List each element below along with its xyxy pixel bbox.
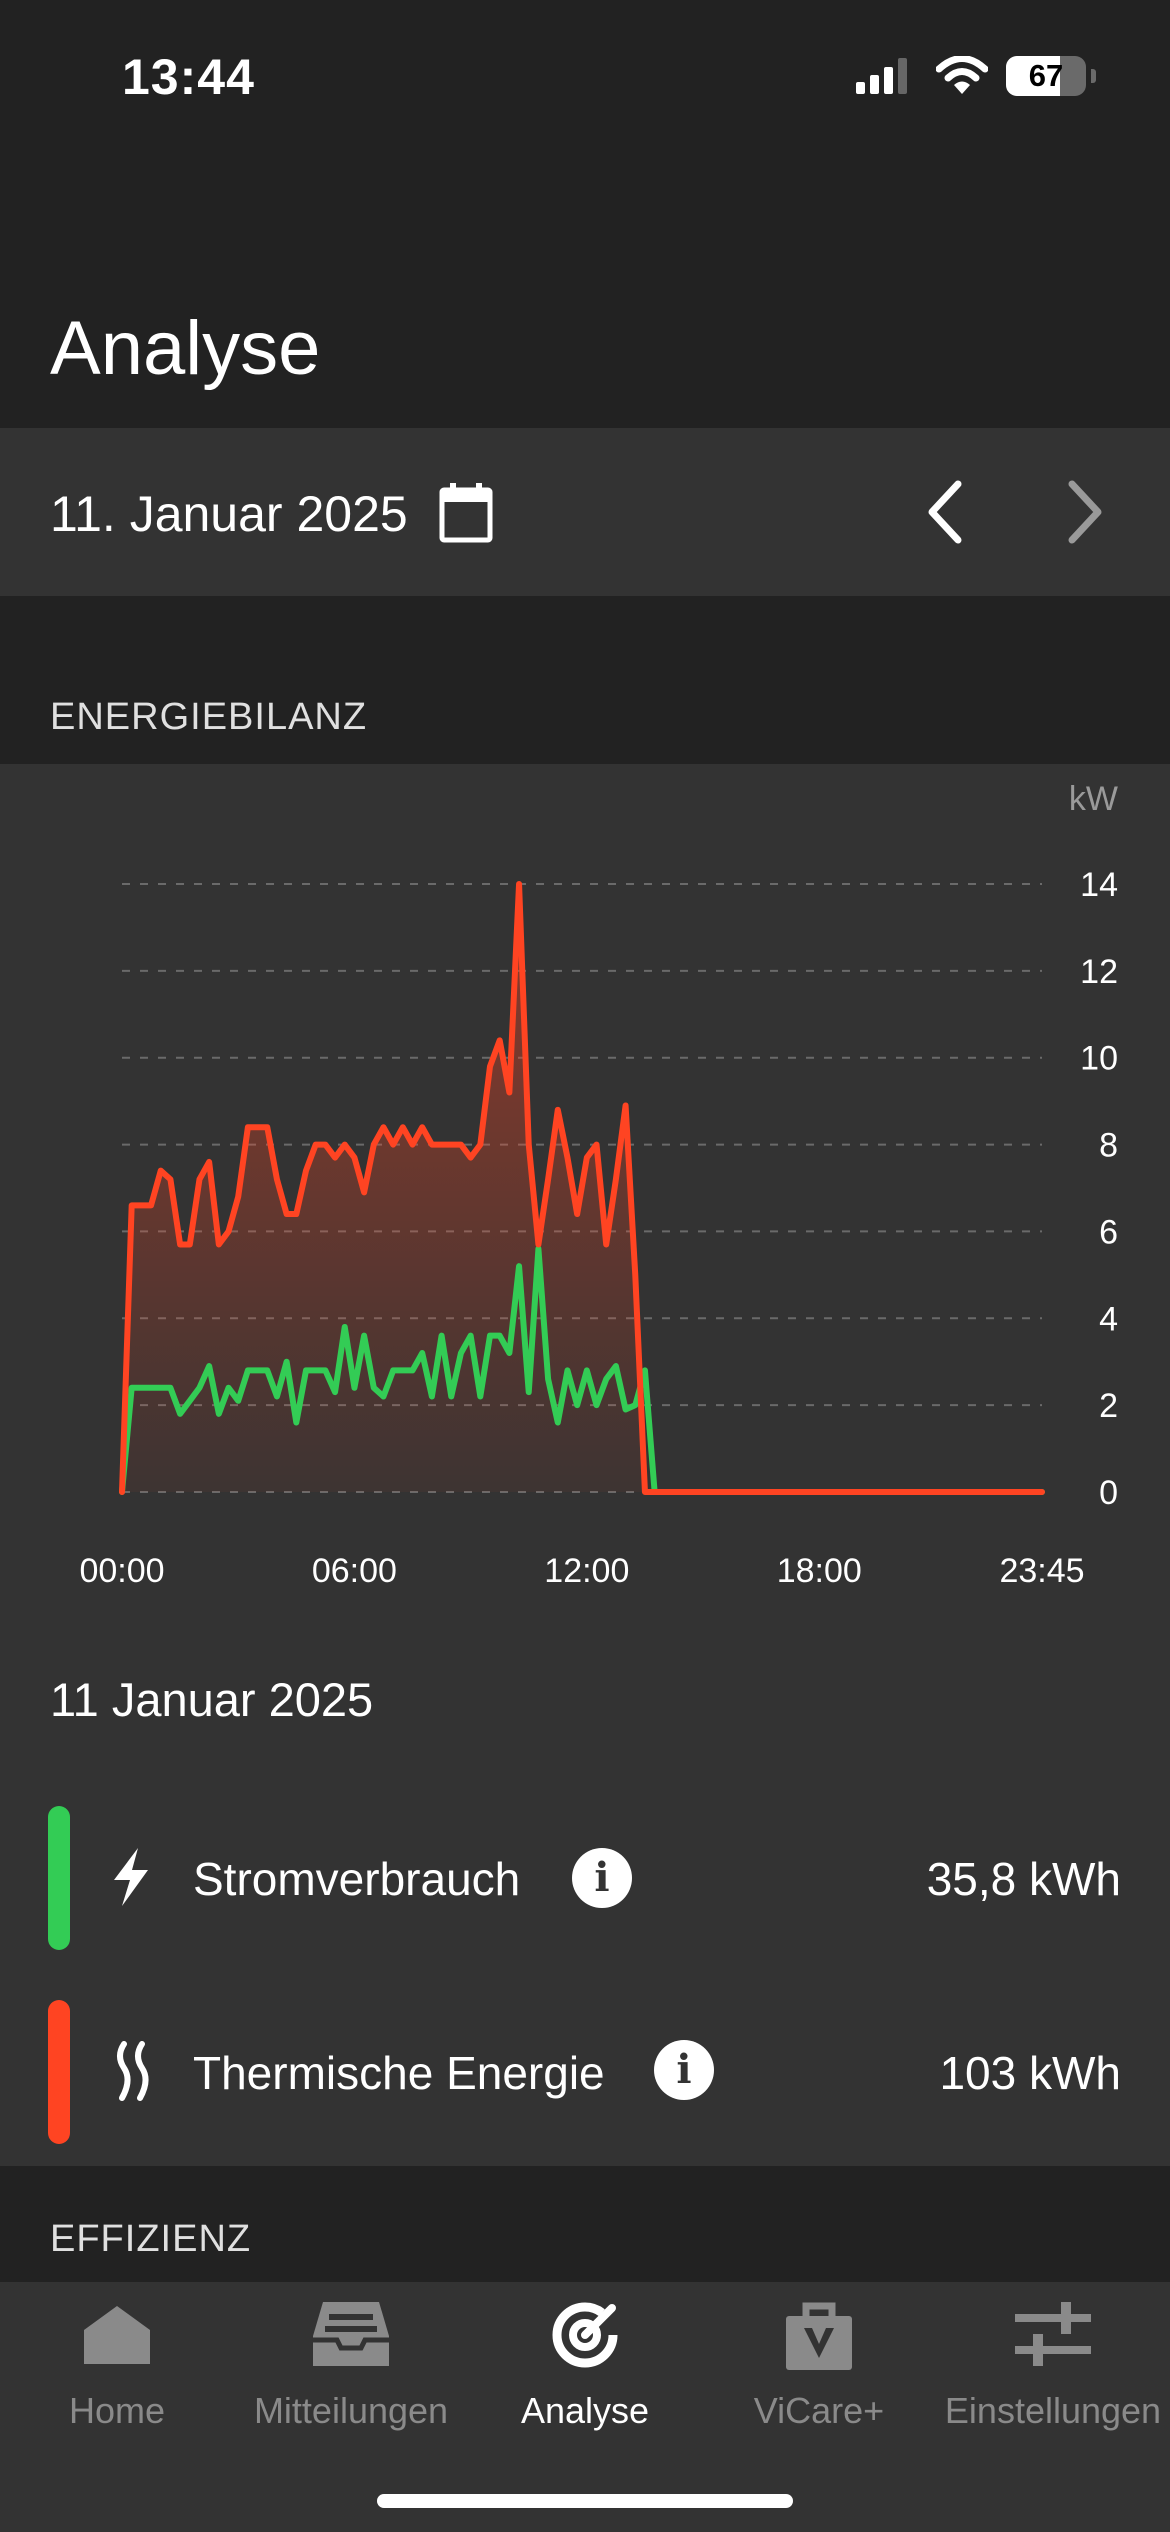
section-header-effizienz: EFFIZIENZ [50,2218,252,2260]
section-header-energiebilanz: ENERGIEBILANZ [50,696,368,738]
sliders-icon [1015,2302,1091,2366]
thermische-value: 103 kWh [939,2047,1121,2099]
y-tick-label: 8 [1099,1127,1118,1165]
thermische-label: Thermische Energie [193,2047,605,2099]
summary-date: 11 Januar 2025 [50,1673,374,1726]
thermische-line [119,881,1045,1495]
y-tick-label: 6 [1099,1213,1118,1251]
tab-mitteilungen[interactable]: Mitteilungen [234,2290,468,2440]
y-tick-label: 10 [1080,1040,1118,1078]
shopping-bag-icon [786,2302,852,2370]
page-title: Analyse [50,306,321,391]
battery-fill [1006,56,1060,96]
y-tick-label: 4 [1099,1300,1118,1338]
tab-label: Analyse [520,2390,650,2431]
tab-label: Mitteilungen [253,2390,449,2431]
info-icon[interactable]: i [654,2040,714,2100]
status-time: 13:44 [122,49,255,105]
y-tick-label: 0 [1099,1474,1118,1512]
tab-vicare-plus[interactable]: ViCare+ [702,2290,936,2440]
date-bar [0,428,1170,596]
chevron-right-icon [1068,480,1102,544]
strom-value: 35,8 kWh [926,1853,1121,1905]
strom-color-bar [48,1806,70,1950]
tab-home[interactable]: Home [0,2290,234,2440]
lightning-bolt-icon [114,1848,148,1906]
tab-analyse[interactable]: Analyse [468,2290,702,2440]
battery-icon: 67 [1006,56,1096,96]
tab-einstellungen[interactable]: Einstellungen [936,2290,1170,2440]
x-tick-label: 00:00 [79,1552,164,1590]
y-tick-label: 14 [1080,866,1118,904]
x-tick-label: 18:00 [777,1552,862,1590]
heat-waves-icon [117,2041,149,2101]
x-tick-label: 23:45 [999,1552,1084,1590]
y-tick-label: 2 [1099,1387,1118,1425]
date-label[interactable]: 11. Januar 2025 [50,486,408,542]
tab-label: ViCare+ [753,2390,885,2431]
x-tick-label: 12:00 [544,1552,629,1590]
chevron-left-icon [928,480,962,544]
x-tick-label: 06:00 [312,1552,397,1590]
wifi-icon [936,56,988,94]
thermische-color-bar [48,2000,70,2144]
tab-label: Einstellungen [944,2390,1162,2431]
strom-line [119,1245,1045,1495]
energy-chart: kW 0 2 4 6 8 10 12 14 00:00 06:00 12:00 18:00 23:45 [79,780,1118,1590]
prev-day-button[interactable] [910,472,980,552]
battery-level: 67 [1028,58,1064,93]
y-axis-unit: kW [1069,780,1118,818]
analysis-icon [552,2302,618,2368]
inbox-icon [313,2302,389,2366]
tab-label: Home [68,2390,166,2431]
next-day-button[interactable] [1050,472,1120,552]
home-icon [84,2306,150,2364]
calendar-icon[interactable] [438,482,494,544]
strom-label: Stromverbrauch [193,1853,521,1905]
home-indicator [377,2494,793,2508]
signal-icon [856,58,907,94]
y-tick-label: 12 [1080,953,1118,991]
info-icon[interactable]: i [572,1848,632,1908]
